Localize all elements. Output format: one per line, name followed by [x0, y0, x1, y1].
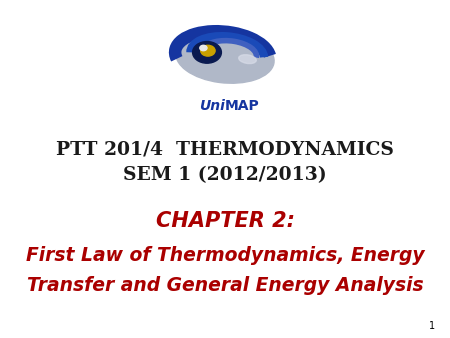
Text: Uni: Uni: [199, 99, 225, 114]
Circle shape: [201, 45, 215, 56]
Ellipse shape: [238, 55, 256, 64]
Circle shape: [200, 45, 207, 51]
Text: First Law of Thermodynamics, Energy: First Law of Thermodynamics, Energy: [26, 246, 424, 265]
Circle shape: [193, 42, 221, 63]
Ellipse shape: [176, 32, 274, 83]
Text: PTT 201/4  THERMODYNAMICS
SEM 1 (2012/2013): PTT 201/4 THERMODYNAMICS SEM 1 (2012/201…: [56, 141, 394, 184]
Text: 1: 1: [429, 321, 435, 331]
Text: MAP: MAP: [225, 99, 260, 114]
Text: CHAPTER 2:: CHAPTER 2:: [156, 211, 294, 232]
Text: Transfer and General Energy Analysis: Transfer and General Energy Analysis: [27, 276, 423, 295]
